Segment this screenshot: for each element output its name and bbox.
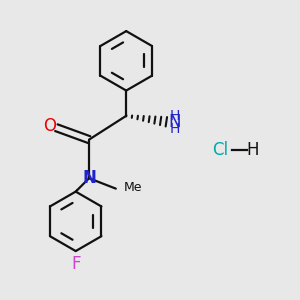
Text: H: H [246,141,259,159]
Text: N: N [169,113,181,131]
Text: H: H [169,122,180,136]
Text: O: O [43,117,56,135]
Text: Cl: Cl [212,141,228,159]
Text: N: N [82,169,96,187]
Text: H: H [169,110,180,123]
Text: F: F [71,255,80,273]
Text: Me: Me [124,181,142,194]
